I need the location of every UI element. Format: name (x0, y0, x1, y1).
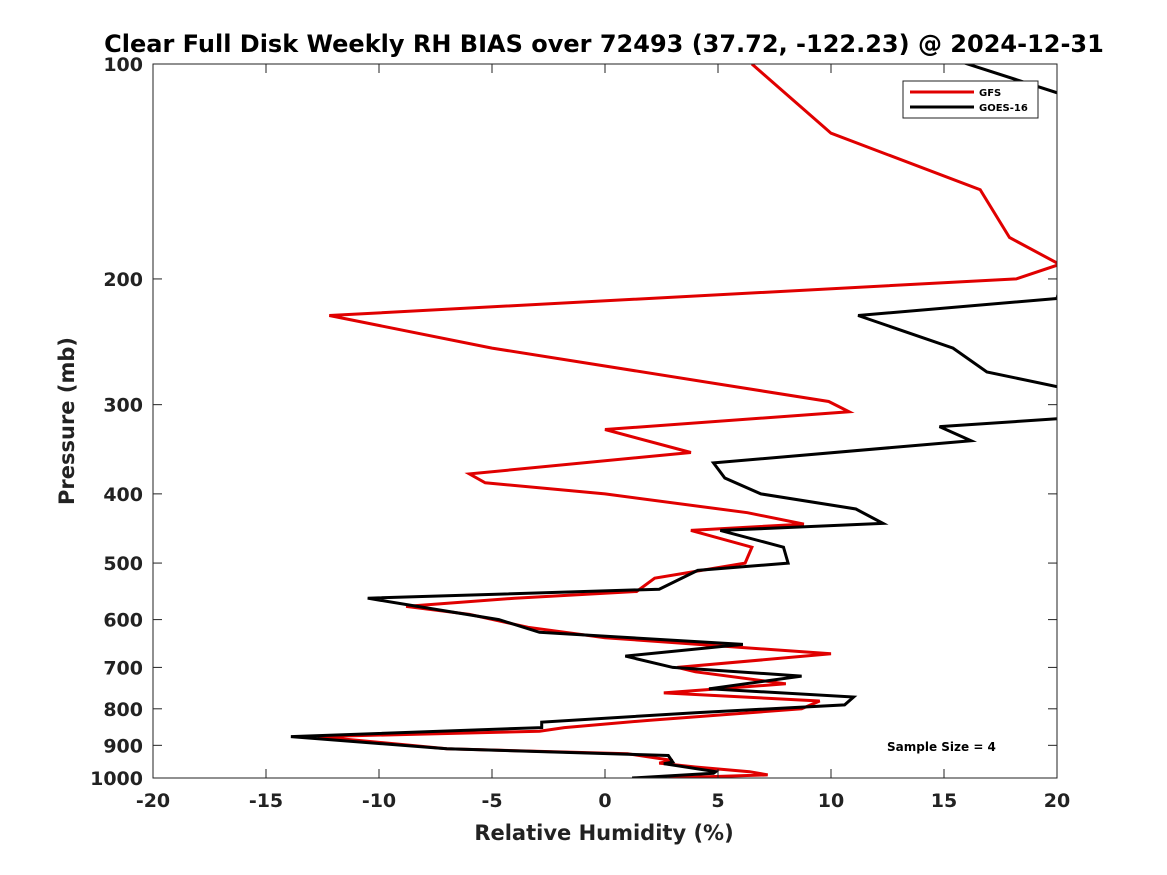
y-axis: 100 200 300 400 500 600 700 800 900 1000 (90, 54, 1057, 790)
y-tick-label: 100 (103, 54, 143, 76)
y-tick-label: 200 (103, 269, 143, 291)
x-tick-label: -10 (362, 790, 396, 812)
x-axis: -20 -15 -10 -5 0 5 10 15 20 (136, 64, 1070, 812)
plot-area-frame (152, 63, 1058, 779)
legend-label-gfs: GFS (979, 88, 1001, 99)
y-tick-label: 1000 (90, 768, 143, 790)
x-tick-label: -20 (136, 790, 170, 812)
x-tick-label: 10 (818, 790, 844, 812)
y-tick-label: 700 (103, 657, 143, 679)
x-tick-label: -5 (481, 790, 502, 812)
x-tick-label: 0 (598, 790, 611, 812)
y-axis-label: Pressure (mb) (55, 337, 79, 505)
y-tick-label: 500 (103, 553, 143, 575)
y-tick-label: 400 (103, 484, 143, 506)
legend-box (902, 80, 1039, 119)
series-layer (290, 64, 1057, 778)
series-line-goes-16 (290, 64, 1057, 778)
y-tick-label: 300 (103, 395, 143, 417)
chart-title: Clear Full Disk Weekly RH BIAS over 7249… (104, 30, 1104, 58)
x-tick-label: 5 (711, 790, 724, 812)
legend: GFS GOES-16 (902, 80, 1039, 119)
x-axis-label: Relative Humidity (%) (474, 821, 733, 845)
x-tick-label: -15 (249, 790, 283, 812)
legend-label-goes-16: GOES-16 (979, 103, 1028, 114)
y-tick-label: 900 (103, 735, 143, 757)
sample-size-annotation: Sample Size = 4 (887, 740, 996, 754)
y-tick-label: 600 (103, 610, 143, 632)
x-tick-label: 20 (1044, 790, 1070, 812)
y-tick-label: 800 (103, 699, 143, 721)
x-tick-label: 15 (931, 790, 957, 812)
